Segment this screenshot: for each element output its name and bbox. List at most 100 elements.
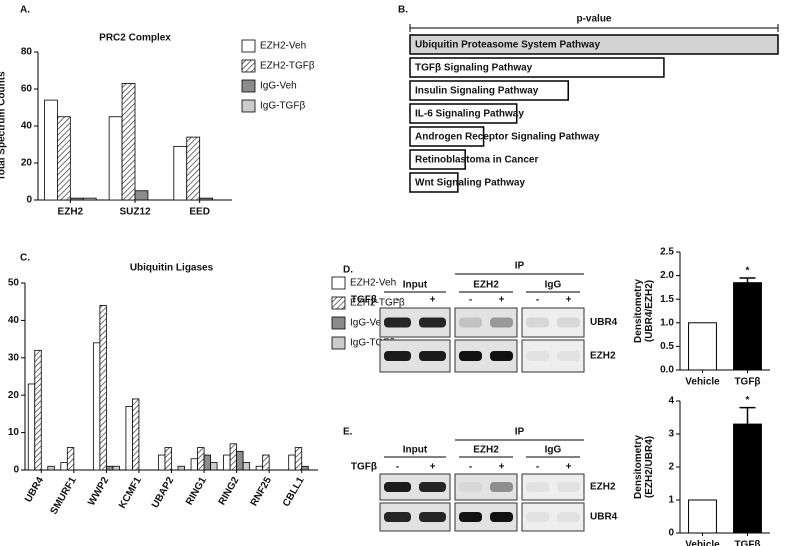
legend-swatch [331,296,346,310]
blot-band [419,512,446,522]
x-tick-label: Vehicle [685,540,720,546]
blot-band [557,512,580,522]
blot-band [459,482,482,492]
bar [27,383,36,471]
y-tick-label: 1 [668,495,674,506]
blot-panel [454,473,518,501]
lane-sign: - [469,462,472,473]
y-tick-label: 0 [13,465,19,476]
legend-swatch [331,276,346,290]
blot-band [384,351,411,361]
legend-label: IgG-Veh [350,318,387,329]
bar-label: Ubiquitin Proteasome System Pathway [415,40,600,51]
bar [229,443,238,471]
blot-panel [521,339,585,373]
legend-swatch [241,59,256,73]
column-label: EZH2 [473,280,499,291]
error-bar [739,406,756,425]
lane-sign: + [499,462,505,473]
blot-band [526,317,549,328]
blot-band [459,512,482,522]
bar [733,423,762,534]
row-label: UBR4 [590,317,618,328]
blot-band [459,351,482,361]
y-tick-label: 50 [8,278,20,289]
x-tick-label: SMURF1 [49,475,79,516]
bar [199,197,214,201]
lane-sign: + [566,462,572,473]
y-tick-label: 60 [21,84,33,95]
blot-band [490,351,513,361]
bar-label: Androgen Receptor Signaling Pathway [415,132,600,143]
y-axis-label: Total Spectrum Counts [0,71,8,181]
bar [125,406,133,471]
lane-sign: - [396,295,399,306]
x-tick-label: EZH2 [58,207,84,218]
blot-band [419,317,446,328]
row-label: EZH2 [590,351,616,362]
bar [409,57,665,78]
y-axis-label: (UBR4/EZH2) [644,280,655,342]
column-label: IgG [545,445,562,456]
blot-band [490,512,513,522]
lane-sign: - [469,295,472,306]
y-tick-label: 40 [21,121,33,132]
blot-band [557,482,580,492]
bar [688,322,717,371]
y-tick-label: 2.5 [660,247,674,258]
bar [190,458,198,471]
bar [173,145,188,201]
panel-label: C. [20,253,30,264]
x-tick-label: TGFβ [734,540,760,546]
y-tick-label: 20 [21,158,33,169]
row-label: UBR4 [590,512,618,523]
y-tick-label: 80 [21,47,33,58]
bar [60,462,68,471]
bar [409,126,485,147]
panel-label: E. [343,427,353,438]
bar-label: TGFβ Signaling Pathway [415,63,533,74]
y-tick-label: 20 [8,390,20,401]
bar [177,465,185,471]
row-label: EZH2 [590,482,616,493]
column-label: Input [403,445,428,456]
error-bar [739,277,756,283]
blot-band [557,317,580,328]
x-tick-label: RING1 [184,475,209,507]
bar [44,99,58,201]
bar-label: Retinoblastoma in Cancer [415,155,538,166]
bar [223,454,231,471]
y-tick-label: 10 [8,427,20,438]
significance-label: * [746,266,750,277]
panel-label: B. [398,5,408,16]
column-label: EZH2 [473,445,499,456]
legend-swatch [241,79,256,93]
blot-band [384,512,411,522]
lane-sign: - [396,462,399,473]
y-axis-label: Densitometry [633,435,644,499]
chart-title: PRC2 Complex [99,33,171,44]
bar [99,305,107,471]
lane-sign: + [499,295,505,306]
bar [210,462,218,471]
legend-swatch [241,39,256,53]
lane-sign: + [430,295,436,306]
legend-swatch [241,99,256,113]
bar [197,447,205,471]
bar [688,499,717,534]
y-tick-label: 0.0 [660,365,674,376]
x-tick-label: RNF25 [249,475,275,508]
bar [186,136,201,201]
bar [733,282,762,371]
bar [409,149,466,170]
chart-title: Ubiquitin Ligases [130,263,214,274]
legend-label: IgG-TGFβ [350,338,395,349]
ip-label: IP [515,427,525,438]
blot-band [526,482,549,492]
bar [255,465,264,471]
blot-band [384,482,411,492]
blot-band [526,512,549,522]
y-tick-label: 1.0 [660,317,674,328]
bar-label: IL-6 Signaling Pathway [415,109,524,120]
